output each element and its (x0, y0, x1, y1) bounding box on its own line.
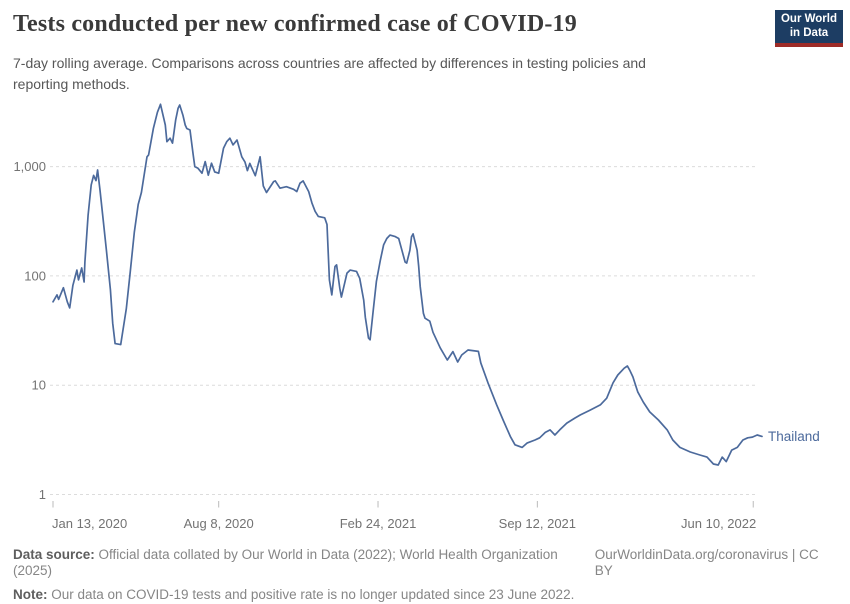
y-axis-label-10: 10 (32, 378, 46, 393)
series-label-thailand: Thailand (768, 429, 820, 444)
x-axis-label: Feb 24, 2021 (340, 516, 417, 531)
x-axis-label: Jun 10, 2022 (681, 516, 756, 531)
data-source-text: Official data collated by Our World in D… (13, 547, 558, 579)
chart-subtitle-line1: 7-day rolling average. Comparisons acros… (13, 55, 646, 71)
owid-logo-line2: in Data (789, 26, 829, 39)
owid-coronavirus-link[interactable]: OurWorldinData.org/coronavirus | CC BY (594, 547, 819, 579)
line-thailand[interactable] (52, 103, 763, 466)
y-axis-label-1: 1 (39, 487, 46, 502)
data-source-label: Data source: (13, 547, 95, 562)
owid-logo-line1: Our World (780, 12, 837, 25)
y-axis-label-1,000: 1,000 (13, 159, 46, 174)
chart-subtitle: 7-day rolling average. Comparisons acros… (13, 53, 646, 95)
note-line: Note: Our data on COVID-19 tests and pos… (13, 587, 838, 603)
x-axis-label: Aug 8, 2020 (184, 516, 254, 531)
chart-footer: Data source: Official data collated by O… (13, 547, 838, 604)
note-text: Our data on COVID-19 tests and positive … (47, 587, 575, 603)
x-axis-label: Jan 13, 2020 (52, 516, 127, 531)
owid-logo[interactable]: Our World in Data (775, 10, 843, 47)
data-source-line: Data source: Official data collated by O… (13, 547, 595, 579)
y-axis-label-100: 100 (24, 268, 46, 283)
chart-subtitle-line2: reporting methods. (13, 76, 130, 92)
x-axis-label: Sep 12, 2021 (499, 516, 576, 531)
chart-title: Tests conducted per new confirmed case o… (13, 11, 577, 37)
note-label: Note: (13, 587, 48, 603)
